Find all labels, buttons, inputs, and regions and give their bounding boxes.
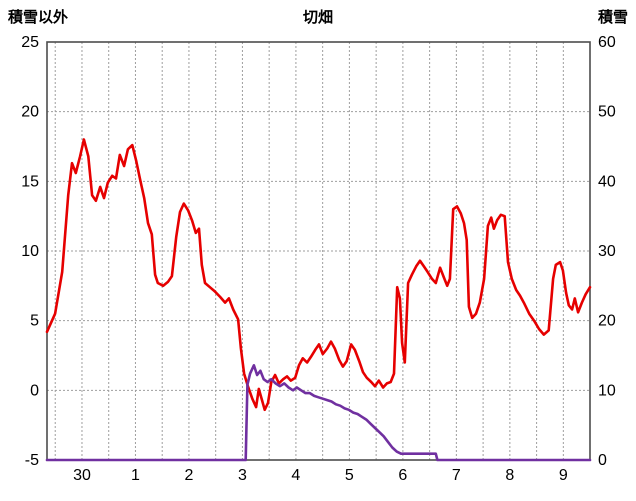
svg-text:7: 7 [452,467,461,484]
svg-text:30: 30 [598,243,616,260]
svg-text:8: 8 [505,467,514,484]
svg-text:60: 60 [598,34,616,51]
svg-text:15: 15 [21,173,39,190]
svg-text:6: 6 [398,467,407,484]
svg-text:20: 20 [21,104,39,121]
svg-text:2: 2 [184,467,193,484]
svg-text:-5: -5 [25,452,39,469]
svg-text:0: 0 [598,452,607,469]
svg-text:4: 4 [291,467,300,484]
svg-text:25: 25 [21,34,39,51]
svg-text:50: 50 [598,104,616,121]
svg-text:10: 10 [598,382,616,399]
right-axis-title: 積雪 [597,9,628,26]
svg-text:40: 40 [598,173,616,190]
svg-text:1: 1 [131,467,140,484]
svg-text:20: 20 [598,313,616,330]
left-axis-title: 積雪以外 [8,9,69,26]
svg-text:10: 10 [21,243,39,260]
chart-title: 切畑 [302,9,333,26]
svg-text:5: 5 [345,467,354,484]
svg-text:5: 5 [30,313,39,330]
svg-text:9: 9 [559,467,568,484]
svg-text:30: 30 [73,467,91,484]
svg-text:0: 0 [30,382,39,399]
svg-text:3: 3 [238,467,247,484]
